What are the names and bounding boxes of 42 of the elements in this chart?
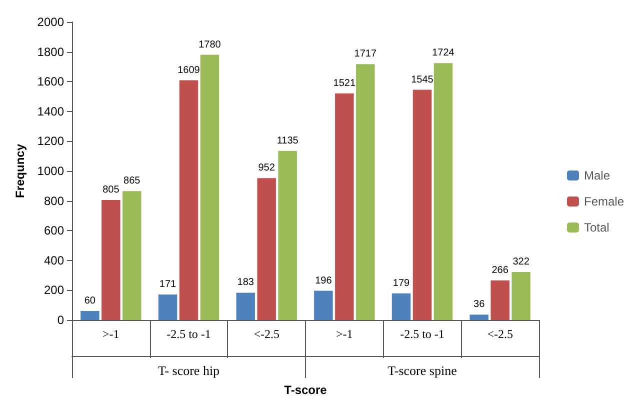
x-tick-label: -2.5 to -1 xyxy=(400,327,444,341)
y-tick-label: 600 xyxy=(44,224,64,238)
data-label: 1135 xyxy=(276,135,299,146)
y-tick-label: 200 xyxy=(44,283,64,298)
y-tick-label: 1400 xyxy=(37,104,64,118)
data-label: 183 xyxy=(237,277,254,288)
y-tick-label: 0 xyxy=(57,313,64,327)
data-label: 1545 xyxy=(411,74,434,86)
data-label: 266 xyxy=(492,264,509,276)
x-tick-label: >-1 xyxy=(336,327,353,341)
data-label: 1521 xyxy=(333,78,356,89)
data-label: 1609 xyxy=(178,64,200,76)
x-tick-label: <-2.5 xyxy=(254,327,280,341)
data-label: 36 xyxy=(474,299,486,310)
y-tick-label: 1800 xyxy=(37,44,64,59)
y-tick-label: 1200 xyxy=(37,134,64,148)
data-label: 952 xyxy=(258,162,276,174)
data-label: 1717 xyxy=(354,48,377,60)
y-tick-label: 800 xyxy=(44,194,64,208)
text: T- score hip xyxy=(158,363,220,378)
data-label: 865 xyxy=(124,176,141,187)
x-tick-label: <-2.5 xyxy=(487,327,513,341)
data-label: 805 xyxy=(102,184,120,196)
y-tick-label: 1600 xyxy=(37,74,64,89)
legend-label: Total xyxy=(584,220,610,234)
text: T-score spine xyxy=(388,363,458,378)
y-tick-label: 1000 xyxy=(37,164,64,178)
data-label: 60 xyxy=(84,296,96,307)
legend-label: Female xyxy=(584,194,624,208)
data-label: 171 xyxy=(159,279,177,290)
x-tick-label: >-1 xyxy=(102,327,120,341)
y-tick-label: 2000 xyxy=(37,15,64,29)
data-label: 179 xyxy=(392,278,410,289)
x-axis-title: T-score xyxy=(284,383,328,397)
y-axis-title: Frequncy xyxy=(13,144,27,198)
legend-label: Male xyxy=(584,168,610,182)
x-tick-label: -2.5 to -1 xyxy=(166,327,211,341)
data-label: 322 xyxy=(512,256,530,268)
data-label: 1780 xyxy=(198,39,222,50)
data-label: 1724 xyxy=(432,48,455,59)
y-tick-label: 400 xyxy=(44,253,64,268)
data-label: 196 xyxy=(315,275,332,286)
